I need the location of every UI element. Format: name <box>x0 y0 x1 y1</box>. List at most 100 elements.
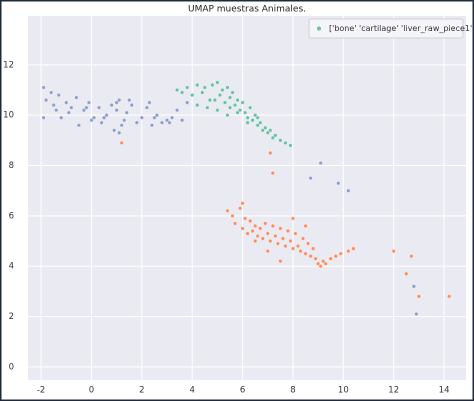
point <box>253 239 258 243</box>
point <box>306 241 311 246</box>
point <box>293 231 298 236</box>
point <box>185 85 190 90</box>
point <box>263 221 268 226</box>
point <box>129 103 134 108</box>
point <box>170 115 175 120</box>
point <box>225 113 230 118</box>
point <box>351 246 356 251</box>
point <box>248 218 253 223</box>
point <box>175 108 180 113</box>
point <box>230 90 235 95</box>
point <box>268 239 273 243</box>
point <box>180 118 185 123</box>
point <box>285 229 290 233</box>
point <box>205 105 210 110</box>
point <box>64 100 69 105</box>
point <box>298 249 303 254</box>
point <box>119 123 124 128</box>
point <box>195 103 200 108</box>
point <box>167 120 172 125</box>
point <box>139 115 144 120</box>
point <box>41 85 46 90</box>
point <box>278 226 283 231</box>
point <box>69 105 74 110</box>
point <box>122 118 127 123</box>
point <box>84 105 89 110</box>
point <box>283 140 288 145</box>
point <box>268 150 273 155</box>
x-tick-label: 4 <box>190 386 195 396</box>
point <box>124 110 129 115</box>
point <box>278 138 283 143</box>
point <box>270 171 275 176</box>
y-tick-label: 6 <box>9 211 14 221</box>
point <box>280 236 285 241</box>
point <box>404 271 409 276</box>
point <box>255 234 260 238</box>
point <box>190 93 195 97</box>
point <box>99 120 104 125</box>
point <box>144 105 149 110</box>
point <box>270 135 275 140</box>
point <box>200 90 205 95</box>
point <box>260 128 265 133</box>
point <box>255 123 260 128</box>
y-tick-label: 4 <box>9 262 14 272</box>
point <box>235 98 240 103</box>
point <box>81 108 86 113</box>
point <box>119 140 124 145</box>
point <box>49 90 54 95</box>
x-tick-label: 8 <box>290 386 295 396</box>
point <box>56 93 61 97</box>
point <box>416 294 421 299</box>
point <box>255 115 260 120</box>
x-tick-label: 2 <box>139 386 144 396</box>
point <box>291 246 295 251</box>
point <box>258 226 263 231</box>
y-tick-label: 8 <box>9 161 14 171</box>
point <box>346 188 351 193</box>
point <box>253 223 258 228</box>
point <box>336 181 341 186</box>
point <box>391 249 396 254</box>
point <box>260 236 265 241</box>
point <box>104 113 109 118</box>
point <box>447 294 452 299</box>
x-tick-label: 14 <box>439 386 450 396</box>
point <box>114 108 119 113</box>
point <box>109 103 114 108</box>
point <box>258 120 263 125</box>
point <box>233 221 237 226</box>
point <box>235 110 240 115</box>
point <box>207 98 212 103</box>
point <box>149 123 154 128</box>
point <box>311 246 316 251</box>
point <box>127 98 132 103</box>
point <box>215 80 220 85</box>
point <box>270 223 275 228</box>
point <box>308 254 313 259</box>
point <box>303 251 308 256</box>
point <box>41 115 46 120</box>
point <box>250 118 255 123</box>
point <box>185 100 190 105</box>
point <box>134 120 139 125</box>
point <box>180 90 185 95</box>
point <box>228 105 232 110</box>
point <box>308 176 313 181</box>
x-tick-label: 0 <box>89 386 94 396</box>
point <box>301 236 305 241</box>
chart-title: UMAP muestras Animales. <box>188 5 306 15</box>
point <box>76 123 81 128</box>
point <box>313 256 318 261</box>
point <box>318 264 323 269</box>
point <box>44 98 49 103</box>
point <box>265 249 270 254</box>
point <box>66 110 71 115</box>
point <box>202 85 207 90</box>
point <box>89 118 94 123</box>
point <box>210 83 215 87</box>
point <box>195 83 200 87</box>
point <box>411 284 416 289</box>
